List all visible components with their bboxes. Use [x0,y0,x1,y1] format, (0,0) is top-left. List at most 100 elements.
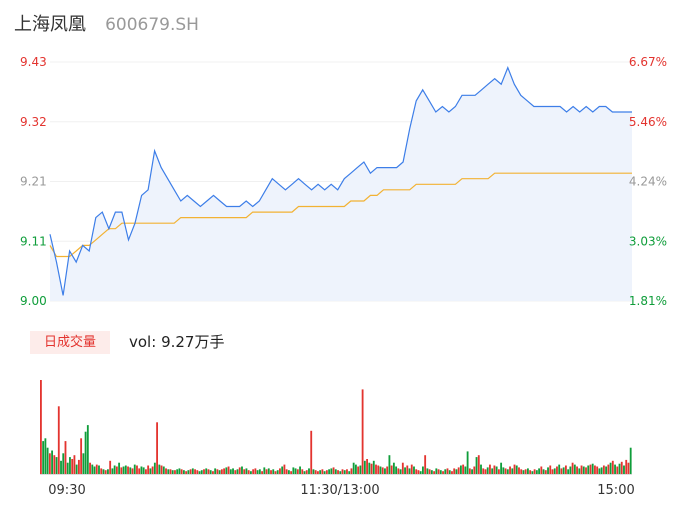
volume-bar [252,469,255,474]
volume-bar [189,469,192,474]
volume-bar [522,470,525,474]
volume-bar [140,466,143,474]
volume-bar [477,455,480,474]
volume-bar [220,469,223,474]
volume-bar [187,470,190,474]
volume-bar [290,471,293,474]
volume-bar [415,469,418,474]
volume-bar [509,466,511,474]
volume-bar [582,466,585,474]
volume-bar [60,460,62,474]
volume-bar [292,467,295,474]
volume-bar [165,468,167,474]
volume-bar [254,468,257,474]
price-tick-label: 9.43 [20,55,47,69]
volume-bar [426,468,429,474]
volume-bar [611,460,614,474]
volume-bar [71,459,74,474]
volume-bar [535,470,538,474]
volume-bar [594,465,596,474]
volume-bar [229,469,232,474]
volume-bar [64,441,67,474]
volume-bar [91,464,94,474]
volume-bar [346,469,348,474]
volume-bar [281,466,284,474]
volume-bar [562,467,565,474]
volume-bar [214,468,217,474]
price-axis-labels: 9.43 9.32 9.21 9.11 9.00 [20,55,47,308]
percent-tick-label: 5.46% [629,115,667,129]
volume-bar [151,466,154,474]
volume-bar [104,470,107,474]
volume-bar [171,470,174,474]
percent-tick-label: 4.24% [629,175,667,189]
volume-bar [587,465,590,474]
volume-bar [430,470,433,474]
volume-bar [162,466,165,474]
volume-bar [124,465,127,474]
volume-bar [46,447,49,474]
volume-bar [435,468,438,474]
volume-bar [453,468,456,474]
volume-bar [80,438,83,474]
volume-bar [247,470,250,474]
volume-bar [580,465,583,474]
volume-bar [462,464,465,474]
volume-bar [48,453,51,474]
volume-bar [620,461,623,474]
time-tick-label: 11:30/13:00 [300,483,379,498]
volume-bar [131,468,134,474]
volume-bar [392,462,395,474]
volume-bar [185,471,188,474]
volume-bar [174,470,176,474]
volume-bar [551,469,554,474]
volume-bar [191,468,194,474]
percent-axis-labels: 6.67% 5.46% 4.24% 3.03% 1.81% [629,55,667,308]
price-tick-label: 9.11 [20,234,47,248]
volume-bar [491,468,494,474]
volume-bar [556,466,558,474]
volume-bar [573,464,576,474]
volume-bar [457,467,460,474]
avg-price-line [49,172,632,258]
volume-bar [198,471,201,474]
volume-bar [196,470,199,474]
volume-bar [178,468,181,474]
volume-bar [571,462,574,474]
volume-bar [328,469,331,474]
volume-bar [422,466,424,474]
volume-bar [330,468,333,474]
volume-bar [377,465,380,474]
volume-bar [468,468,471,474]
volume-bar [122,466,125,474]
volume-bar [216,469,219,474]
volume-bar [283,464,286,474]
volume-bar [93,466,96,474]
volume-bar [118,462,121,474]
volume-bar [495,466,498,474]
volume-bar [44,438,47,474]
volume-bar [109,460,112,474]
volume-bar [386,466,389,474]
volume-bar [520,469,523,474]
volume-bar [379,466,382,474]
volume-bar [500,462,503,474]
volume-bar [274,471,277,474]
volume-bar [549,465,552,474]
volume-bar [299,466,301,474]
volume-bar [120,467,123,474]
volume-bar [417,470,420,474]
volume-bar [497,469,500,474]
volume-badge: 日成交量 [30,331,110,354]
volume-bar [482,468,485,474]
volume-bar [471,469,473,474]
volume-bar [158,464,161,474]
volume-bar [375,464,377,474]
volume-bar [560,468,563,474]
volume-bar [446,468,449,474]
volume-bar [167,469,170,474]
volume-bar [600,467,603,474]
volume-bar [484,469,487,474]
volume-bar [627,462,630,474]
